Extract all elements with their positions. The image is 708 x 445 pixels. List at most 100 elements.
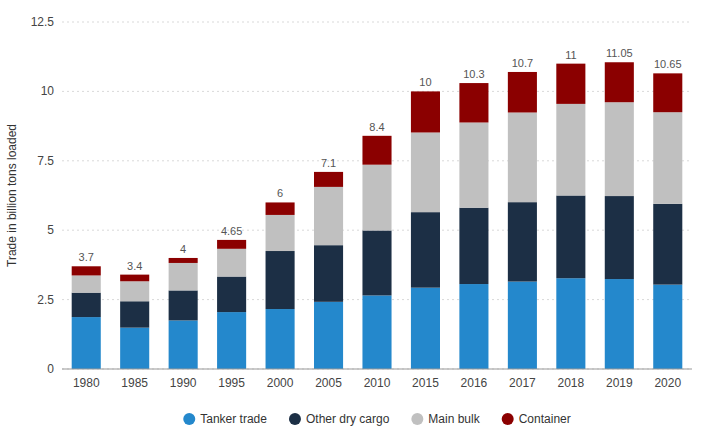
legend-marker (183, 413, 195, 425)
bar-segment (605, 102, 634, 196)
bar-segment (217, 249, 246, 277)
bar-segment (72, 293, 101, 317)
bar-segment (266, 215, 295, 251)
y-tick-label: 5 (47, 223, 54, 237)
bar-segment (411, 132, 440, 212)
x-tick-label: 1985 (121, 376, 148, 390)
legend-item: Main bulk (411, 412, 480, 426)
bar-segment (508, 282, 537, 369)
bar-segment (314, 245, 343, 302)
x-tick-label: 2005 (315, 376, 342, 390)
total-label: 4.65 (221, 225, 242, 237)
x-tick-label: 2000 (267, 376, 294, 390)
bar-segment (120, 281, 149, 301)
total-label: 11.05 (606, 47, 633, 59)
y-tick-label: 2.5 (37, 293, 54, 307)
total-label: 4 (180, 243, 186, 255)
x-tick-label: 1995 (218, 376, 245, 390)
bar-segment (605, 62, 634, 102)
bar-segment (556, 104, 585, 196)
bar-segment (169, 258, 198, 263)
bar-segment (120, 275, 149, 282)
x-tick-label: 2018 (557, 376, 584, 390)
y-tick-label: 12.5 (31, 15, 55, 29)
bar-segment (362, 165, 391, 231)
page: {"chart_data": {"type": "bar", "stacked"… (0, 0, 708, 445)
y-tick-label: 0 (47, 362, 54, 376)
y-axis-label: Trade in billion tons loaded (5, 124, 19, 267)
bar-segment (120, 328, 149, 369)
total-label: 8.4 (369, 121, 384, 133)
bar-segment (217, 277, 246, 313)
bar-segment (362, 136, 391, 165)
bar-segment (605, 196, 634, 279)
x-tick-label: 2015 (412, 376, 439, 390)
bar-segment (653, 204, 682, 285)
bar-segment (605, 279, 634, 369)
bar-segment (653, 112, 682, 204)
x-tick-label: 1980 (73, 376, 100, 390)
grid-line (62, 22, 692, 23)
total-label: 10.65 (654, 58, 682, 70)
bar-segment (411, 288, 440, 369)
bar-segment (217, 312, 246, 369)
total-label: 6 (277, 187, 283, 199)
bar-segment (556, 196, 585, 279)
legend-label: Tanker trade (200, 412, 267, 426)
bar-segment (314, 172, 343, 187)
grid (62, 22, 692, 369)
total-label: 10.7 (512, 57, 533, 69)
x-tick-label: 2010 (364, 376, 391, 390)
bar-segment (362, 295, 391, 369)
legend-label: Main bulk (428, 412, 480, 426)
bar-segment (217, 240, 246, 249)
bar-segment (169, 320, 198, 369)
bar-segment (653, 73, 682, 112)
total-label: 3.4 (127, 260, 142, 272)
x-axis-line (62, 369, 692, 370)
bar-segment (169, 263, 198, 290)
legend-label: Container (519, 412, 571, 426)
x-tick-label: 1990 (170, 376, 197, 390)
bar-segment (508, 72, 537, 113)
y-tick-label: 10 (41, 84, 55, 98)
grid-line (62, 369, 692, 370)
bar-segment (459, 83, 488, 122)
bar-segment (266, 202, 295, 214)
legend-marker (411, 413, 423, 425)
total-label: 3.7 (79, 251, 94, 263)
bar-segment (72, 317, 101, 369)
total-label: 10 (419, 76, 431, 88)
legend-marker (289, 413, 301, 425)
x-tick-label: 2017 (509, 376, 536, 390)
bar-segment (314, 302, 343, 369)
bar-segment (72, 266, 101, 275)
x-tick-label: 2020 (654, 376, 681, 390)
bar-segment (169, 290, 198, 320)
chart: 0 2.5 5 7.5 10 12.5 Trade in billion tons load… (0, 0, 708, 445)
legend-marker (502, 413, 514, 425)
bar-segment (508, 112, 537, 202)
y-tick-label: 7.5 (37, 154, 54, 168)
bar-segment (459, 284, 488, 369)
bar-segment (556, 64, 585, 104)
total-label: 7.1 (321, 157, 336, 169)
legend-item: Tanker trade (183, 412, 267, 426)
x-tick-label: 2019 (606, 376, 633, 390)
bar-segment (556, 278, 585, 369)
grid-line (62, 91, 692, 92)
x-tick-label: 2016 (461, 376, 488, 390)
bar-segment (266, 251, 295, 309)
legend-label: Other dry cargo (306, 412, 390, 426)
bar-segment (459, 208, 488, 284)
bar-segment (508, 202, 537, 281)
legend-item: Other dry cargo (289, 412, 390, 426)
bar-segment (120, 301, 149, 327)
bar-segment (314, 187, 343, 245)
total-label: 11 (565, 49, 576, 61)
bar-segment (411, 212, 440, 288)
bars (72, 62, 683, 369)
bar-segment (362, 230, 391, 295)
legend-item: Container (502, 412, 571, 426)
total-label: 10.3 (463, 68, 484, 80)
